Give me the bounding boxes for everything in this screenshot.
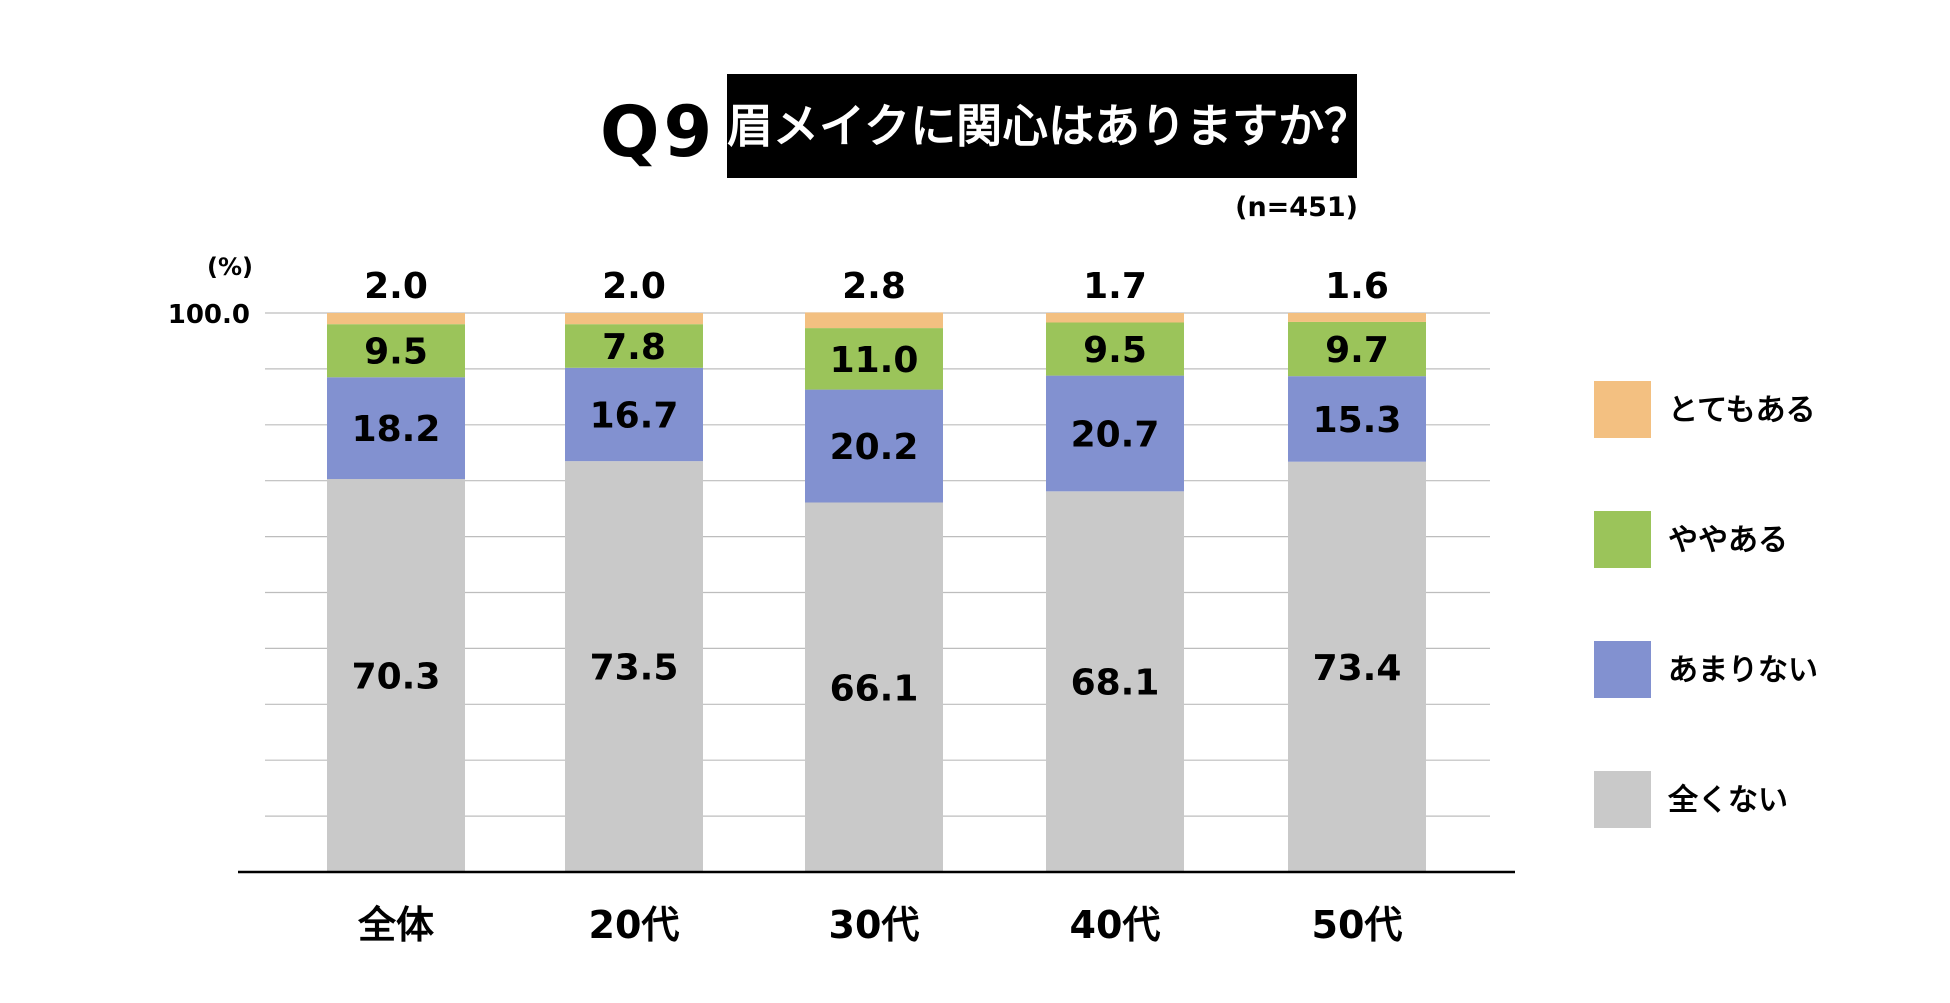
data-label: 1.7 [1083, 266, 1147, 307]
bar-segment [565, 367, 703, 462]
data-label: 2.8 [842, 266, 906, 307]
bar-segment [805, 312, 943, 329]
x-tick-label: 30代 [829, 903, 920, 947]
data-label: 70.3 [352, 657, 441, 698]
data-label: 73.5 [590, 648, 679, 689]
legend-swatch [1594, 381, 1651, 438]
x-axis: 全体 20代 30代 40代 50代 [238, 870, 1515, 947]
bar-segment [565, 324, 703, 368]
bar-segment [327, 377, 465, 480]
x-tick-label: 40代 [1070, 903, 1161, 947]
data-label: 20.7 [1071, 414, 1160, 455]
bar-segment [1288, 461, 1426, 872]
y-unit-label: (%) [207, 253, 253, 281]
legend-swatch [1594, 771, 1651, 828]
legend-label: ややある [1668, 523, 1788, 558]
y-tick-label: 100.0 [168, 300, 250, 330]
bar-segment [327, 313, 465, 325]
data-label: 9.5 [364, 332, 428, 373]
legend-label: とてもある [1668, 393, 1816, 428]
bar-segment [327, 324, 465, 378]
data-label: 68.1 [1071, 663, 1160, 704]
data-label: 16.7 [590, 395, 679, 436]
data-label: 2.0 [602, 266, 666, 307]
legend-label: あまりない [1668, 653, 1818, 688]
bar-segment [1046, 375, 1184, 492]
sample-size: (n=451) [1235, 192, 1358, 223]
legend-swatch [1594, 511, 1651, 568]
data-label: 9.5 [1083, 330, 1147, 371]
data-label: 15.3 [1313, 400, 1402, 441]
x-tick-label: 50代 [1312, 903, 1403, 947]
bar-segment [327, 479, 465, 872]
data-label: 66.1 [830, 668, 919, 709]
bar-segment [1046, 313, 1184, 323]
x-tick-label: 20代 [589, 903, 680, 947]
bar-segment [805, 502, 943, 872]
legend-label: 全くない [1667, 783, 1788, 818]
bar-segment [1046, 491, 1184, 872]
bar-segment [1046, 322, 1184, 376]
x-tick-label: 全体 [357, 903, 434, 947]
data-label: 1.6 [1325, 266, 1389, 307]
bar-segment [1288, 313, 1426, 322]
bar-segment [805, 389, 943, 503]
bar-segment [565, 461, 703, 872]
chart-title: 眉メイクに関心はありますか？ [727, 74, 1370, 178]
bars [327, 312, 1426, 872]
y-axis: 100.0 [168, 300, 250, 330]
bar-segment [565, 313, 703, 325]
data-label: 20.2 [830, 427, 919, 468]
data-label: 2.0 [364, 266, 428, 307]
data-label: 7.8 [602, 327, 666, 368]
bar-segment [1288, 376, 1426, 462]
question-number: Q9 [600, 91, 717, 173]
legend-swatch [1594, 641, 1651, 698]
data-label: 9.7 [1325, 330, 1389, 371]
bar-segment [805, 328, 943, 390]
data-label: 11.0 [830, 340, 919, 381]
bar-segment [1288, 321, 1426, 377]
data-label: 18.2 [352, 409, 441, 450]
data-labels: 70.3 18.2 9.5 2.0 73.5 16.7 7.8 2.0 66.1 20.2 11.0… [352, 266, 1402, 709]
data-label: 73.4 [1313, 648, 1402, 689]
